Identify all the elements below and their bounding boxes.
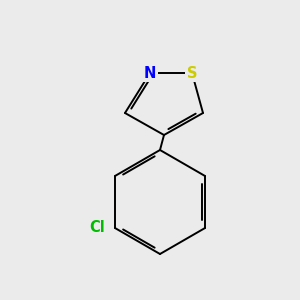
Text: S: S [187,65,197,80]
Text: N: N [144,65,156,80]
Text: Cl: Cl [89,220,105,236]
